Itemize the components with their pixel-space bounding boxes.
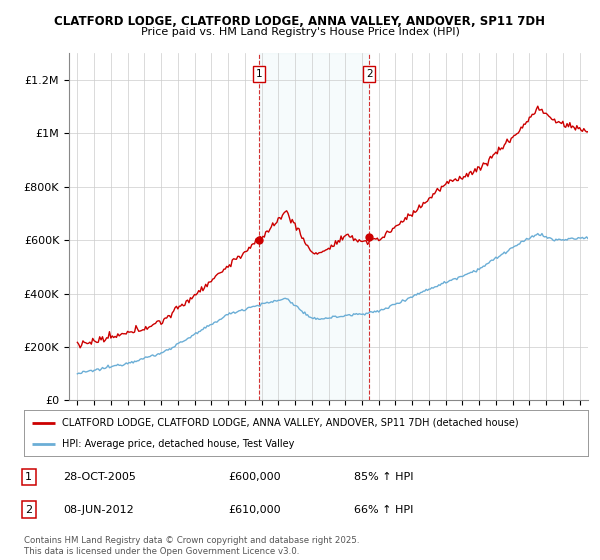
Text: 08-JUN-2012: 08-JUN-2012 bbox=[63, 505, 134, 515]
Text: CLATFORD LODGE, CLATFORD LODGE, ANNA VALLEY, ANDOVER, SP11 7DH (detached house): CLATFORD LODGE, CLATFORD LODGE, ANNA VAL… bbox=[62, 418, 519, 428]
Text: Contains HM Land Registry data © Crown copyright and database right 2025.
This d: Contains HM Land Registry data © Crown c… bbox=[24, 536, 359, 556]
Text: 1: 1 bbox=[256, 69, 262, 79]
Text: 85% ↑ HPI: 85% ↑ HPI bbox=[354, 472, 413, 482]
Text: CLATFORD LODGE, CLATFORD LODGE, ANNA VALLEY, ANDOVER, SP11 7DH: CLATFORD LODGE, CLATFORD LODGE, ANNA VAL… bbox=[55, 15, 545, 27]
Text: 2: 2 bbox=[366, 69, 373, 79]
Text: £600,000: £600,000 bbox=[228, 472, 281, 482]
Text: HPI: Average price, detached house, Test Valley: HPI: Average price, detached house, Test… bbox=[62, 439, 295, 449]
Text: 28-OCT-2005: 28-OCT-2005 bbox=[63, 472, 136, 482]
Text: 2: 2 bbox=[25, 505, 32, 515]
Text: Price paid vs. HM Land Registry's House Price Index (HPI): Price paid vs. HM Land Registry's House … bbox=[140, 27, 460, 37]
Bar bbox=[259, 53, 370, 400]
Text: £610,000: £610,000 bbox=[228, 505, 281, 515]
Text: 66% ↑ HPI: 66% ↑ HPI bbox=[354, 505, 413, 515]
Text: 1: 1 bbox=[25, 472, 32, 482]
